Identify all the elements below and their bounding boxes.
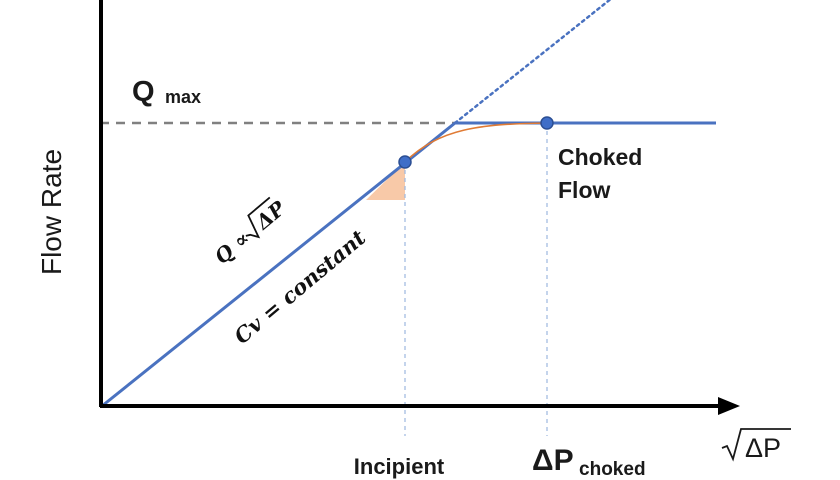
x-axis-radical — [721, 428, 791, 462]
dp-choked-main: ΔP — [532, 444, 574, 477]
proportional-radicand: ΔP — [250, 195, 290, 234]
x-axis-label: ΔP — [721, 428, 791, 463]
x-axis-radicand: ΔP — [745, 433, 781, 463]
proportional-prefix: Q ∝ — [210, 226, 254, 269]
incipient-point — [398, 155, 412, 169]
proportional-label: Q ∝ ΔP — [210, 195, 291, 269]
choked-flow-line1: Choked — [558, 144, 642, 170]
linear-extension-dotted-line — [453, 0, 612, 125]
transition-curve — [404, 122, 548, 163]
flow-curve-line — [101, 121, 716, 408]
x-axis-arrowhead — [718, 397, 740, 415]
choked-flow-line2: Flow — [558, 177, 610, 203]
dp-choked-label: ΔP choked — [532, 444, 646, 480]
choked-flow-label: Choked Flow — [558, 144, 649, 203]
incipient-label: Incipient — [354, 454, 445, 479]
q-max-label: Q max — [132, 76, 201, 108]
dp-choked-sub: choked — [579, 459, 646, 480]
y-axis-label: Flow Rate — [36, 149, 67, 275]
choked-point — [540, 116, 554, 130]
q-max-main: Q — [132, 76, 155, 108]
q-max-sub: max — [165, 87, 201, 107]
proportional-radical — [245, 196, 271, 239]
